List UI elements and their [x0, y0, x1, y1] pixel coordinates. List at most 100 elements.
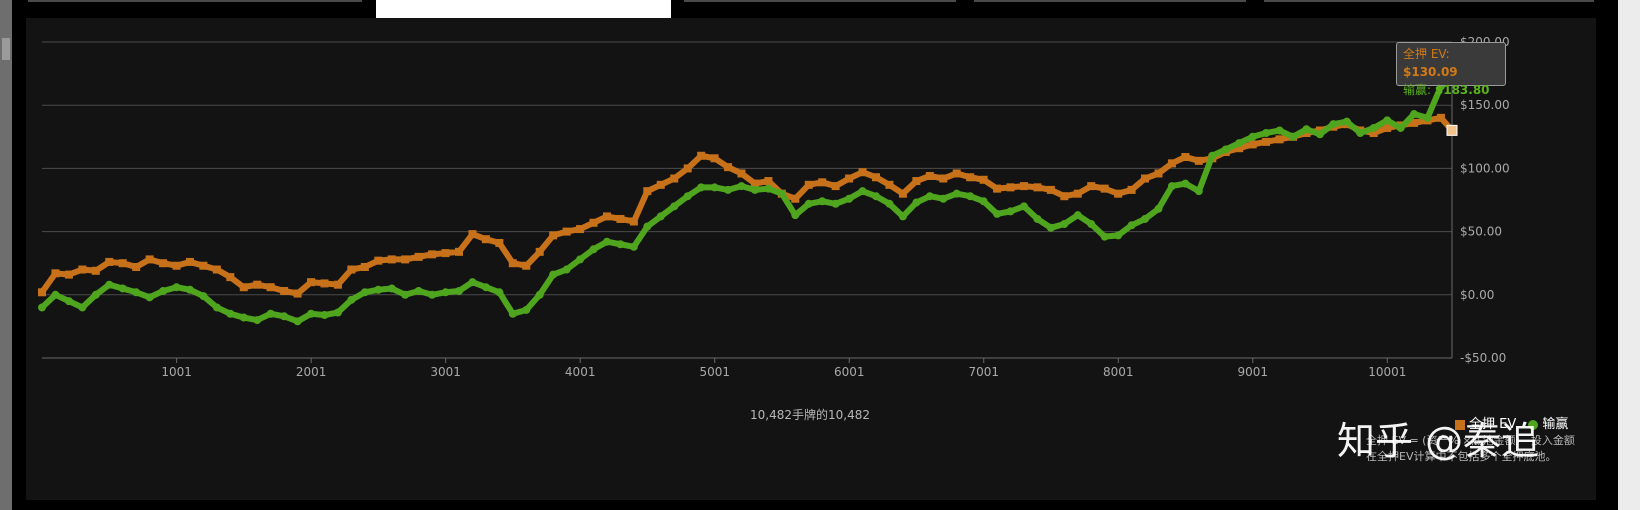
winnings-point: [724, 185, 733, 194]
ev-point: [656, 180, 665, 189]
ev-point: [912, 177, 921, 186]
ev-point: [1033, 183, 1042, 192]
ev-point: [1154, 169, 1163, 178]
ev-point: [750, 179, 759, 188]
x-tick-label: 3001: [430, 365, 461, 379]
window-scrollbar[interactable]: [0, 0, 12, 510]
winnings-point: [656, 212, 665, 221]
ev-point: [1100, 184, 1109, 193]
ev-point: [1248, 140, 1257, 149]
ev-point: [629, 217, 638, 226]
winnings-point: [562, 265, 571, 274]
winnings-point: [1194, 187, 1203, 196]
scrollbar-thumb[interactable]: [2, 38, 10, 60]
ev-point: [1262, 137, 1271, 146]
ev-point: [522, 261, 531, 270]
ev-point: [966, 173, 975, 182]
winnings-point: [804, 199, 813, 208]
ev-point: [508, 259, 517, 268]
legend-win-label: 输赢: [1542, 417, 1569, 432]
ev-point: [159, 259, 168, 268]
ev-point: [1383, 123, 1392, 132]
winnings-point: [401, 290, 410, 299]
ev-point: [1410, 118, 1419, 127]
ev-point: [347, 265, 356, 274]
winnings-point: [1423, 113, 1432, 122]
ev-point: [441, 249, 450, 258]
ev-point: [549, 231, 558, 240]
ev-point: [105, 257, 114, 266]
winnings-point: [78, 303, 87, 312]
y-tick-label: $50.00: [1460, 225, 1502, 239]
winnings-point: [858, 187, 867, 196]
winnings-point: [1006, 207, 1015, 216]
ev-point: [576, 225, 585, 234]
winnings-series-line: [39, 61, 1455, 325]
winnings-point: [535, 290, 544, 299]
ev-point: [414, 252, 423, 261]
winnings-point: [1248, 132, 1257, 141]
ev-point: [858, 168, 867, 177]
ev-point: [199, 261, 208, 270]
watermark: 知乎 @秦追: [1337, 419, 1540, 463]
winnings-point: [522, 305, 531, 314]
winnings-point: [1356, 129, 1365, 138]
winnings-point: [1302, 125, 1311, 134]
ev-point: [253, 280, 262, 289]
ev-point: [1087, 182, 1096, 191]
ev-note-line1: 全押 EV = (资产% ×底池金额) - 投入金额: [1366, 434, 1575, 447]
hands-count-label: 10,482手牌的10,482: [750, 408, 870, 422]
x-tick-label: 5001: [699, 365, 730, 379]
chart-legend: 全押 EV 输赢: [1455, 413, 1568, 432]
winnings-point: [105, 280, 114, 289]
winnings-point: [1369, 123, 1378, 132]
winnings-point: [185, 285, 194, 294]
ev-point: [925, 171, 934, 180]
active-tab[interactable]: [376, 0, 671, 18]
winnings-point: [1100, 232, 1109, 241]
winnings-point: [428, 290, 437, 299]
ev-point: [212, 265, 221, 274]
winnings-point: [939, 194, 948, 203]
ev-point: [78, 265, 87, 274]
ev-point: [1060, 192, 1069, 201]
ev-point: [993, 184, 1002, 193]
winnings-point: [481, 283, 490, 292]
ev-point: [1127, 185, 1136, 194]
winnings-point: [831, 199, 840, 208]
ev-point: [239, 283, 248, 292]
winnings-point: [602, 237, 611, 246]
winnings-point: [1383, 116, 1392, 125]
ev-point: [764, 177, 773, 186]
winnings-point: [1235, 139, 1244, 148]
tooltip-win-label: 输赢:: [1403, 83, 1432, 97]
ev-point: [307, 278, 316, 287]
winnings-point: [872, 192, 881, 201]
ev-point: [91, 266, 100, 275]
ev-point: [145, 255, 154, 264]
ev-point: [360, 262, 369, 271]
winnings-point: [199, 292, 208, 301]
winnings-point: [549, 270, 558, 279]
ev-point: [1019, 182, 1028, 191]
winnings-point: [374, 285, 383, 294]
ev-point: [1275, 135, 1284, 144]
winnings-point: [91, 290, 100, 299]
ev-point: [1114, 189, 1123, 198]
ev-point: [333, 280, 342, 289]
winnings-point: [1396, 123, 1405, 132]
ev-point: [885, 180, 894, 189]
winnings-point: [508, 309, 517, 318]
ev-point: [1194, 156, 1203, 165]
winnings-point: [226, 309, 235, 318]
ev-point: [387, 255, 396, 264]
winnings-point: [1329, 120, 1338, 129]
ev-point: [226, 273, 235, 282]
winnings-point: [764, 184, 773, 193]
winnings-point: [266, 309, 275, 318]
x-tick-label: 4001: [565, 365, 596, 379]
ev-point: [468, 230, 477, 239]
ev-point: [51, 269, 60, 278]
winnings-point: [468, 278, 477, 287]
tab-strip-mid2: [974, 0, 1246, 2]
